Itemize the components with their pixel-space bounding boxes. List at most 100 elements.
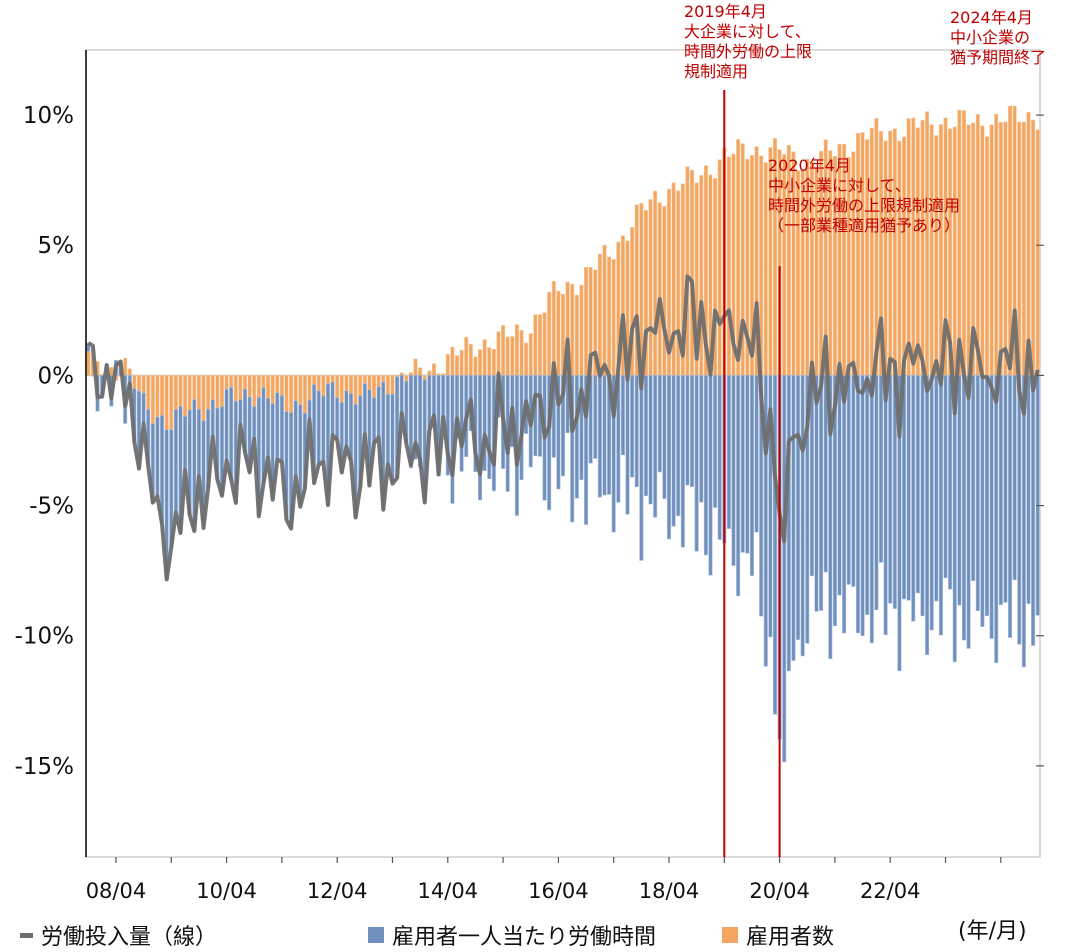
y-tick-label: 5% [38, 233, 75, 259]
bar-hours [408, 375, 413, 469]
bar-hours [883, 375, 888, 636]
bar-layer [86, 105, 1040, 763]
bar-hours [344, 390, 349, 447]
bar-employees [482, 339, 487, 376]
bar-hours [238, 399, 243, 426]
bar-hours [920, 375, 925, 617]
bar-hours [173, 409, 178, 513]
x-tick-label: 14/04 [418, 879, 479, 903]
bar-employees [86, 351, 91, 376]
bar-hours [611, 375, 616, 533]
bar-employees [662, 206, 667, 376]
bar-employees [127, 368, 132, 376]
bar-employees [450, 346, 455, 376]
bar-hours [487, 375, 492, 480]
bar-employees [344, 375, 349, 392]
bar-hours [570, 375, 575, 523]
bar-employees [980, 125, 985, 376]
y-tick-label: 10% [23, 103, 74, 129]
bar-hours [929, 375, 934, 631]
bar-hours [441, 375, 446, 419]
bar-hours [597, 375, 602, 498]
bar-employees [602, 244, 607, 376]
bar-hours [966, 375, 971, 649]
bar-hours [141, 392, 146, 424]
bar-employees [929, 124, 934, 376]
bar-employees [279, 375, 284, 396]
series-line-labor-input [87, 274, 1040, 582]
x-tick-label: 22/04 [860, 879, 921, 903]
bar-employees [989, 124, 994, 376]
bar-hours [584, 375, 589, 525]
bar-hours [459, 375, 464, 472]
bar-employees [892, 128, 897, 376]
bar-hours [630, 375, 635, 478]
bar-employees [136, 375, 142, 392]
bar-employees [473, 356, 478, 376]
bar-employees [339, 375, 344, 403]
bar-employees [183, 375, 188, 417]
bar-employees [321, 375, 326, 397]
bar-employees [358, 375, 363, 396]
x-tick-label: 10/04 [196, 879, 257, 903]
bar-hours [643, 375, 648, 497]
bar-hours [911, 375, 916, 622]
annotation-text: 中小企業の [950, 28, 1030, 47]
bar-employees [390, 375, 395, 395]
bar-employees [763, 162, 768, 376]
bar-hours [279, 395, 284, 463]
bar-employees [141, 375, 146, 394]
bar-hours [413, 375, 418, 460]
bar-employees [865, 139, 870, 376]
bar-employees [699, 175, 704, 376]
bar-hours [819, 375, 824, 611]
x-tick-label: 08/04 [86, 879, 147, 903]
y-tick-label: -10% [15, 624, 74, 650]
bar-hours [653, 375, 658, 518]
bar-employees [533, 314, 538, 376]
bar-hours [731, 375, 736, 566]
bar-employees [325, 375, 330, 385]
bar-hours [740, 375, 745, 553]
bar-hours [915, 375, 920, 594]
bar-employees [385, 375, 390, 395]
bar-employees [427, 370, 432, 376]
bar-hours [948, 375, 953, 590]
annotation-text: 2024年4月 [950, 8, 1033, 27]
legend-labor-input: 労働投入量（線） [20, 918, 217, 952]
bar-employees [542, 312, 547, 376]
bar-employees [934, 135, 939, 376]
bar-hours [620, 375, 625, 456]
bar-hours [989, 375, 994, 639]
bar-hours [690, 375, 695, 487]
bar-hours [791, 375, 796, 661]
bar-employees [431, 363, 436, 376]
bar-hours [865, 375, 870, 615]
bar-hours [1035, 375, 1040, 616]
bar-employees [902, 136, 907, 376]
bar-hours [574, 375, 579, 499]
bar-employees [1026, 112, 1031, 376]
bar-employees [491, 348, 496, 376]
bar-employees [855, 133, 860, 376]
bar-employees [252, 375, 257, 407]
bar-hours [763, 375, 768, 667]
bar-employees [998, 122, 1003, 376]
bar-employees [551, 281, 556, 376]
bar-hours [994, 375, 999, 664]
bar-employees [957, 109, 962, 376]
bar-hours [1012, 375, 1017, 581]
bar-hours [860, 375, 865, 637]
legend-label-hours: 雇用者一人当たり労働時間 [392, 925, 657, 950]
legend-line-swatch [20, 932, 33, 938]
bar-employees [367, 375, 372, 391]
bar-hours [768, 375, 773, 638]
bar-employees [906, 118, 911, 376]
bar-employees [266, 375, 271, 399]
bar-hours [266, 398, 271, 459]
bar-hours [602, 375, 607, 496]
bar-hours [657, 375, 662, 473]
bar-hours [547, 375, 552, 511]
bar-employees [653, 190, 658, 376]
bar-employees [1035, 129, 1040, 376]
